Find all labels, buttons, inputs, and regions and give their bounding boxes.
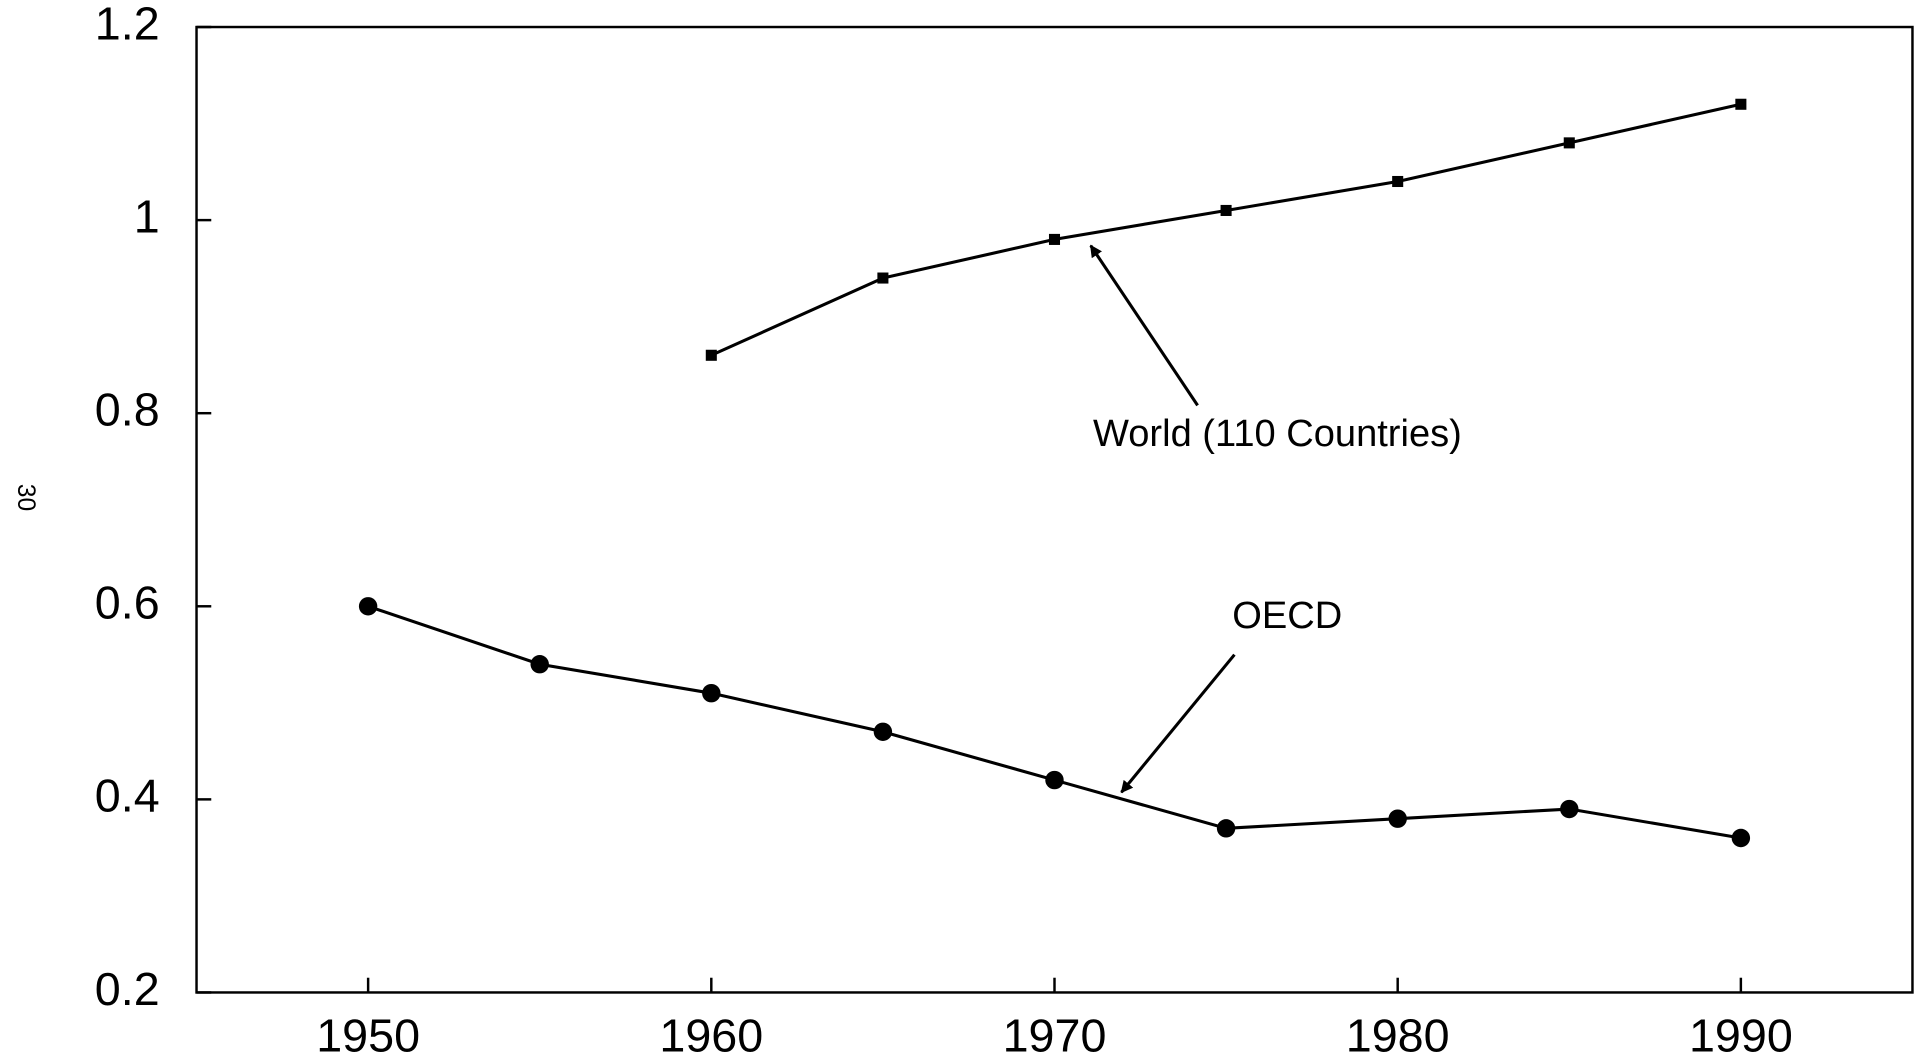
y-tick-label: 0.4 [95,770,160,822]
plot-root: 30 0.2 0.4 0.6 0.8 1 1.2 1950 1960 1970 1980 1990 W… [12,0,1914,1061]
annotation-arrow [1089,244,1199,407]
point [877,272,889,284]
point [873,722,893,742]
annotation-arrow [1120,653,1236,794]
point [1216,819,1236,838]
point [358,597,378,616]
point [1560,799,1579,819]
x-tick-label: 1950 [316,1009,420,1061]
point [1563,137,1575,149]
x-tick-label: 1960 [659,1009,763,1061]
series-line [710,102,1742,357]
x-tick-label: 1990 [1689,1009,1793,1061]
y-tick-label: 0.6 [95,577,160,629]
page-number: 30 [12,484,39,511]
y-tick-label: 0.2 [95,963,160,1015]
y-tick-label: 1.2 [95,0,160,49]
point [1731,828,1751,848]
series-annotation: OECD [1232,595,1342,637]
x-tick-label: 1970 [1003,1009,1107,1061]
point [702,683,721,703]
y-tick-label: 0.8 [95,384,160,436]
point [1048,233,1061,245]
plot-frame [195,25,1914,994]
point [705,349,717,361]
series-annotation: World (110 Countries) [1093,413,1462,455]
point [1045,770,1064,790]
series-line [367,604,1742,840]
point [1388,809,1407,828]
y-tick-label: 1 [134,190,160,242]
point [530,655,549,674]
point [1220,204,1232,216]
x-tick-label: 1980 [1346,1009,1450,1061]
point [1735,98,1747,110]
point [1392,175,1404,188]
